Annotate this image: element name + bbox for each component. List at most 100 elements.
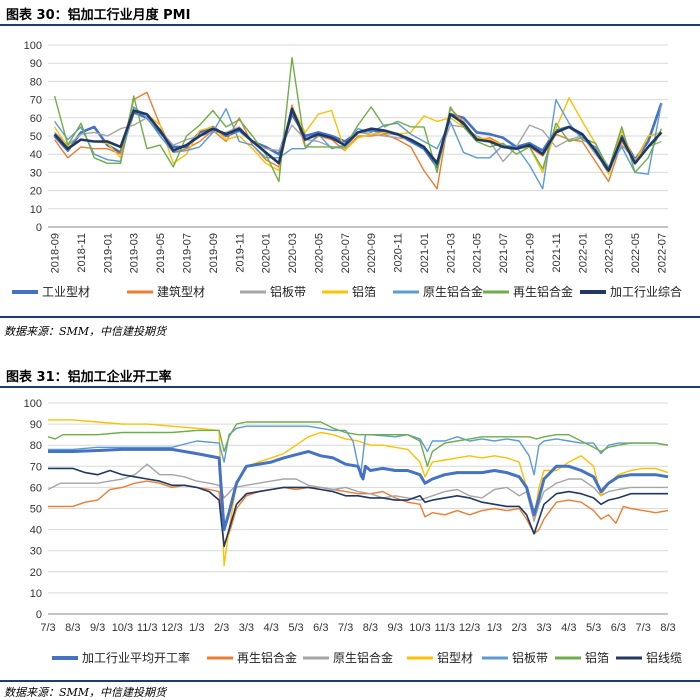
chart1-x-tick-label: 2019-09 xyxy=(208,233,220,273)
chart2-y-tick-label: 40 xyxy=(30,525,42,537)
chart1-svg: 0 10 20 30 40 50 60 70 80 90 100 2018-09 2018-11 2019… xyxy=(12,40,682,299)
chart2-legend-label: 铝型材 xyxy=(437,650,473,665)
chart2-series-line-4 xyxy=(48,425,669,478)
chart2-x-tick-label: 1/3 xyxy=(189,622,204,634)
chart1-legend-label: 建筑型材 xyxy=(157,284,205,299)
chart2-x-tick-label: 8/3 xyxy=(65,622,80,634)
chart1-x-tick-label: 2021-01 xyxy=(419,233,431,273)
chart1-series-line-5 xyxy=(53,57,663,183)
chart2-series-line-3 xyxy=(48,419,669,567)
chart2-x-tick-label: 3/3 xyxy=(536,622,551,634)
chart2-y-tick-label: 100 xyxy=(24,398,42,410)
chart1-x-tick-label: 2020-11 xyxy=(393,233,405,273)
chart1-y-tick-label: 50 xyxy=(30,131,42,143)
chart1-legend-label: 铝箔 xyxy=(352,284,376,299)
chart2-x-tick-label: 12/3 xyxy=(161,622,182,634)
chart1-y-tick-label: 70 xyxy=(30,95,42,107)
chart2-series-line-5 xyxy=(47,421,669,468)
chart2-x-tick-label: 8/3 xyxy=(660,622,675,634)
chart1-x-tick-label: 2019-07 xyxy=(182,233,194,273)
chart2-x-tick-label: 10/3 xyxy=(112,622,133,634)
chart1-figure-label: 图表 30： xyxy=(6,8,68,23)
chart2-bottom-rule xyxy=(0,680,700,682)
chart1-x-tick-label: 2021-07 xyxy=(498,233,510,273)
chart2-y-tick-label: 50 xyxy=(30,504,42,516)
chart1-series-line-4 xyxy=(54,98,663,190)
chart1-x-tick-label: 2020-03 xyxy=(287,233,299,273)
chart1-x-tick-label: 2018-11 xyxy=(76,233,88,273)
chart2-x-tick-label: 5/3 xyxy=(288,622,303,634)
chart2-x-tick-label: 4/3 xyxy=(264,622,279,634)
chart1-x-tick-label: 2019-11 xyxy=(234,233,246,273)
chart2-x-tick-label: 9/3 xyxy=(388,622,403,634)
chart1-source: 数据来源：SMM，中信建投期货 xyxy=(4,325,167,338)
chart2-y-tick-label: 70 xyxy=(30,461,42,473)
chart1-y-tick-label: 40 xyxy=(30,149,42,161)
chart1-x-tick-label: 2022-05 xyxy=(630,233,642,273)
chart2-x-tick-label: 12/3 xyxy=(459,622,480,634)
chart2-x-tick-label: 9/3 xyxy=(90,622,105,634)
chart2-title: 铝加工企业开工率 xyxy=(67,370,172,385)
chart2-figure-label: 图表 31： xyxy=(6,370,68,385)
chart1-y-tick-label: 60 xyxy=(30,113,42,125)
chart2-y-tick-label: 0 xyxy=(36,609,42,621)
chart1-title: 铝加工行业月度 PMI xyxy=(67,8,191,23)
chart2-x-tick-label: 1/3 xyxy=(487,622,502,634)
chart2-legend-label: 铝板带 xyxy=(512,650,548,665)
chart2-x-tick-label: 7/3 xyxy=(636,622,651,634)
chart1-y-tick-label: 30 xyxy=(30,167,42,179)
chart1-x-tick-label: 2021-11 xyxy=(551,233,563,273)
chart1-x-tick-label: 2022-03 xyxy=(604,233,616,273)
chart1-x-tick-label: 2021-03 xyxy=(445,233,457,273)
chart2-x-tick-label: 4/3 xyxy=(561,622,576,634)
chart2-y-tick-label: 30 xyxy=(30,546,42,558)
chart1-y-tick-label: 80 xyxy=(30,76,42,88)
chart1-y-tick-label: 100 xyxy=(24,40,42,52)
chart1-x-tick-label: 2019-05 xyxy=(155,233,167,273)
chart1-series-line-6 xyxy=(53,107,663,172)
chart1-x-tick-label: 2022-01 xyxy=(577,233,589,273)
chart1-series-line-1 xyxy=(54,91,662,190)
chart1-x-tick-label: 2020-05 xyxy=(313,233,325,273)
chart2-x-tick-label: 7/3 xyxy=(40,622,55,634)
chart2-x-tick-label: 11/3 xyxy=(435,622,456,634)
chart2-source: 数据来源：SMM，中信建投期货 xyxy=(4,686,167,699)
chart1-legend-label: 原生铝合金 xyxy=(423,284,483,299)
chart1-legend-label: 工业型材 xyxy=(42,285,90,299)
chart1-x-tick-label: 2019-01 xyxy=(102,233,114,273)
chart2-x-tick-label: 6/3 xyxy=(611,622,626,634)
chart2-top-rule xyxy=(0,386,700,388)
chart2-x-tick-label: 5/3 xyxy=(586,622,601,634)
chart2-x-tick-label: 3/3 xyxy=(239,622,254,634)
chart2-legend-label: 铝线缆 xyxy=(646,650,682,665)
chart1-legend-label: 加工行业综合 xyxy=(610,284,682,299)
chart1-heading: 图表 30：铝加工行业月度 PMI xyxy=(6,4,190,23)
chart1-x-tick-label: 2019-03 xyxy=(129,233,141,273)
chart2-series-line-6 xyxy=(48,467,668,548)
chart1-x-tick-label: 2018-09 xyxy=(50,233,62,273)
chart2-x-tick-label: 2/3 xyxy=(512,622,527,634)
chart1-y-tick-label: 0 xyxy=(36,222,42,234)
chart2-x-tick-label: 11/3 xyxy=(137,622,158,634)
chart1-series-line-3 xyxy=(54,97,662,175)
chart2-series-line-2 xyxy=(47,463,668,522)
chart1-x-tick-label: 2020-01 xyxy=(261,233,273,273)
chart1-x-tick-label: 2022-07 xyxy=(656,233,668,273)
chart2-series-line-1 xyxy=(48,480,669,546)
chart2-legend-label: 再生铝合金 xyxy=(237,650,297,665)
chart1-top-rule xyxy=(0,24,700,26)
chart1-x-tick-label: 2021-05 xyxy=(472,233,484,273)
chart2-y-tick-label: 20 xyxy=(30,567,42,579)
chart2-legend-label: 原生铝合金 xyxy=(333,650,393,665)
chart2-y-tick-label: 60 xyxy=(30,482,42,494)
chart1-y-tick-label: 20 xyxy=(30,186,42,198)
chart1-legend-label: 铝板带 xyxy=(270,284,306,299)
chart2-x-tick-label: 8/3 xyxy=(363,622,378,634)
chart1-x-tick-label: 2021-09 xyxy=(524,233,536,273)
chart2-y-tick-label: 10 xyxy=(30,588,42,600)
chart2-legend-label: 加工行业平均开工率 xyxy=(82,650,190,665)
chart2-y-tick-label: 90 xyxy=(30,419,42,431)
chart2-x-tick-label: 7/3 xyxy=(338,622,353,634)
chart2-series-line-0 xyxy=(48,447,669,532)
